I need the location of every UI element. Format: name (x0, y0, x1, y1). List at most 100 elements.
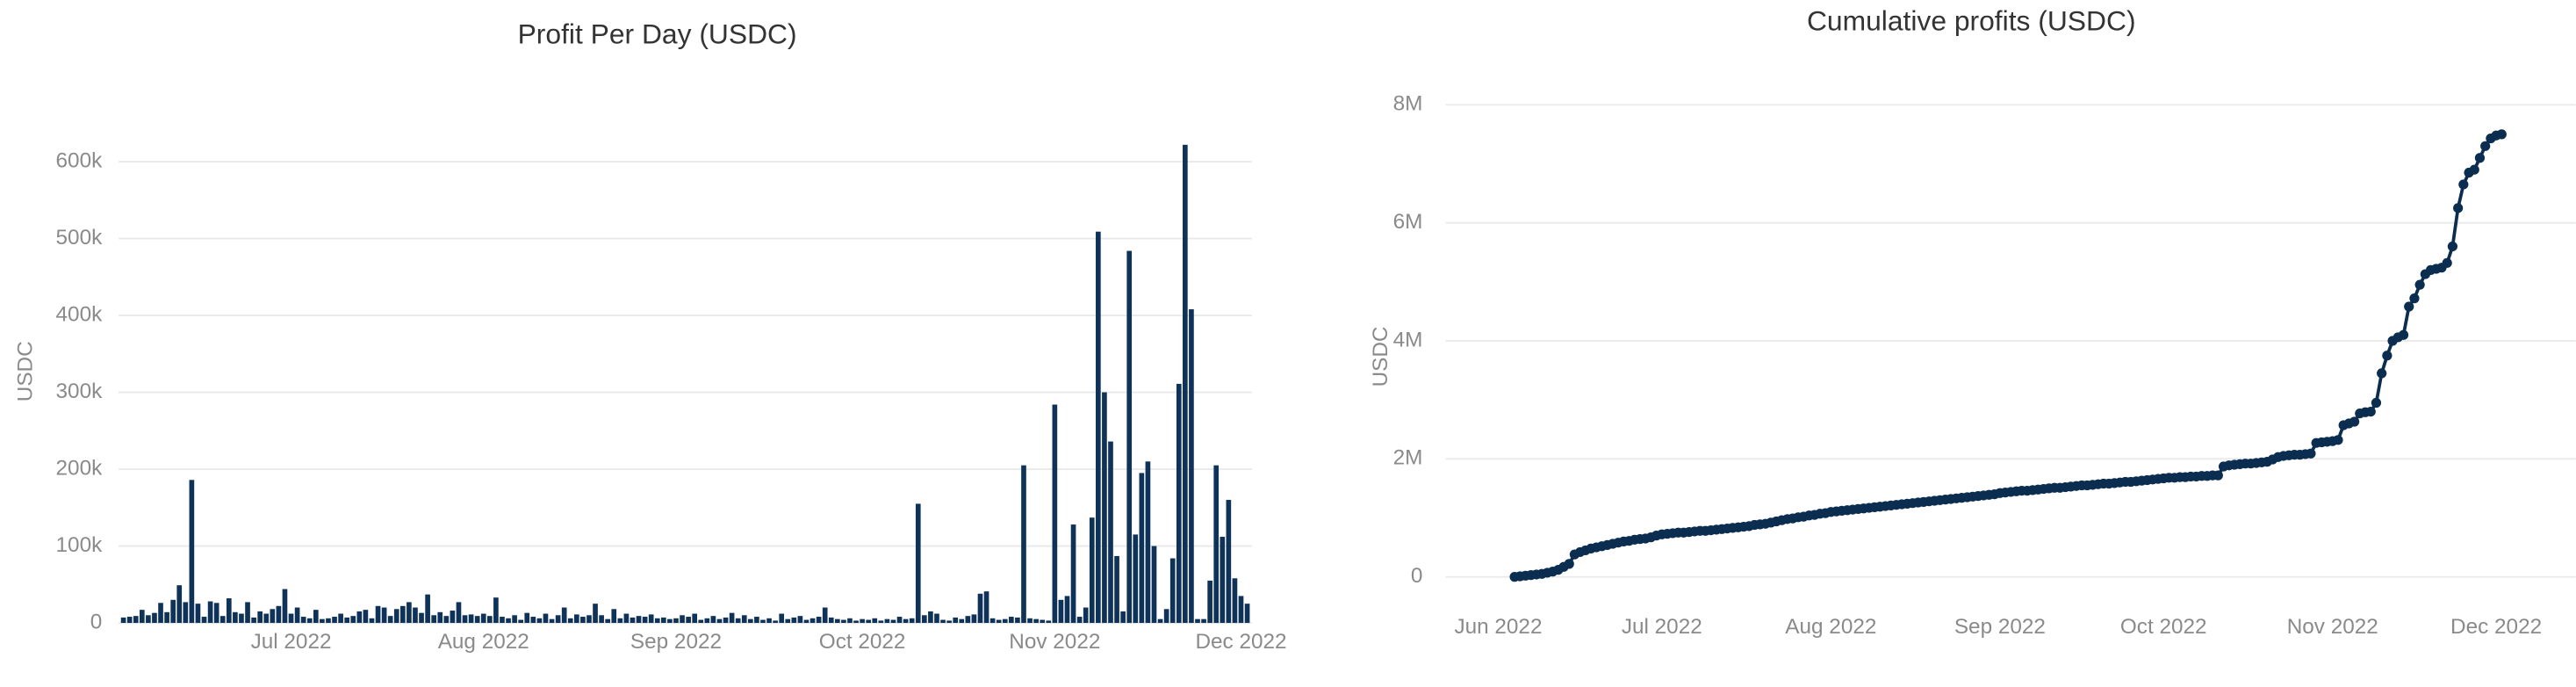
bar (425, 594, 430, 624)
bar (716, 618, 723, 624)
y-tick-label: 500k (56, 226, 104, 249)
point (2398, 329, 2409, 340)
bar (1151, 546, 1157, 624)
bar (593, 604, 598, 624)
bar (233, 611, 238, 624)
bar (971, 614, 977, 624)
point (2458, 179, 2469, 190)
bar (841, 619, 846, 624)
point (2496, 129, 2507, 140)
bar (506, 618, 511, 624)
y-tick-label: 6M (1393, 210, 1423, 234)
bar (524, 612, 530, 624)
bar (313, 610, 319, 624)
bar (661, 617, 666, 624)
bar (791, 617, 797, 624)
bar (407, 602, 412, 624)
bar (1232, 578, 1238, 624)
point (2349, 416, 2360, 427)
bar (419, 612, 424, 624)
bar (152, 612, 157, 624)
bar (288, 613, 294, 624)
bar (729, 612, 735, 624)
bar (1108, 441, 1113, 624)
bar (1102, 392, 1107, 624)
bar (245, 602, 250, 624)
x-tick-label: Aug 2022 (1785, 615, 1876, 639)
bar (698, 619, 704, 624)
point (2474, 153, 2486, 163)
bar (1083, 607, 1089, 624)
bar (183, 602, 189, 624)
bar (1244, 604, 1250, 624)
bar (872, 618, 878, 624)
bar (847, 618, 853, 624)
bar (946, 620, 952, 624)
bar (549, 618, 555, 624)
bar (1040, 619, 1046, 624)
y-tick-label: 8M (1393, 92, 1423, 116)
bar (344, 617, 350, 624)
point (2333, 435, 2343, 445)
bar (822, 607, 828, 624)
bar (500, 617, 505, 624)
y-axis-title: USDC (14, 341, 38, 401)
point (2371, 397, 2382, 409)
bar (989, 618, 996, 624)
bar (493, 597, 499, 624)
point (2442, 257, 2452, 268)
bar (276, 605, 282, 624)
bar (704, 618, 710, 624)
x-tick-label: Oct 2022 (2120, 615, 2207, 639)
bar (928, 611, 933, 624)
bar (611, 609, 617, 624)
point (2447, 241, 2458, 252)
bar (1033, 618, 1039, 624)
bar (667, 618, 673, 624)
point (2469, 164, 2479, 175)
bar (760, 619, 766, 624)
bar (1220, 537, 1226, 624)
bar (369, 618, 375, 624)
bar (680, 615, 685, 624)
bar (320, 618, 325, 624)
x-tick-label: Nov 2022 (2287, 615, 2378, 639)
bar (1027, 618, 1033, 624)
bar (779, 613, 785, 624)
bar (393, 609, 399, 624)
x-tick-label: Jun 2022 (1454, 615, 1542, 639)
bar (934, 613, 939, 624)
bar (853, 620, 859, 624)
bar (468, 614, 474, 624)
bar (1189, 309, 1194, 624)
bar (375, 605, 381, 624)
bar (456, 602, 462, 624)
bar (1176, 383, 1182, 624)
bar (120, 617, 126, 624)
bar (1201, 618, 1206, 624)
bar (996, 619, 1002, 624)
bar (561, 607, 567, 624)
bar (1076, 617, 1083, 624)
bar (866, 619, 872, 624)
y-tick-label: 100k (56, 533, 104, 557)
bar (1169, 558, 1176, 624)
bar (686, 617, 691, 624)
y-tick-label: 4M (1393, 328, 1423, 351)
bar (1163, 609, 1169, 624)
point (1564, 559, 1574, 569)
bar (922, 615, 927, 624)
x-tick-label: Sep 2022 (630, 630, 722, 654)
bar (636, 616, 642, 624)
bar (1021, 465, 1026, 624)
bar (723, 617, 729, 624)
bar (735, 618, 741, 624)
bar (965, 616, 971, 624)
bar (226, 598, 232, 624)
bar (959, 618, 965, 624)
bar (741, 615, 747, 624)
y-tick-label: 600k (56, 148, 104, 172)
bar (1207, 580, 1212, 624)
bar (940, 619, 946, 624)
